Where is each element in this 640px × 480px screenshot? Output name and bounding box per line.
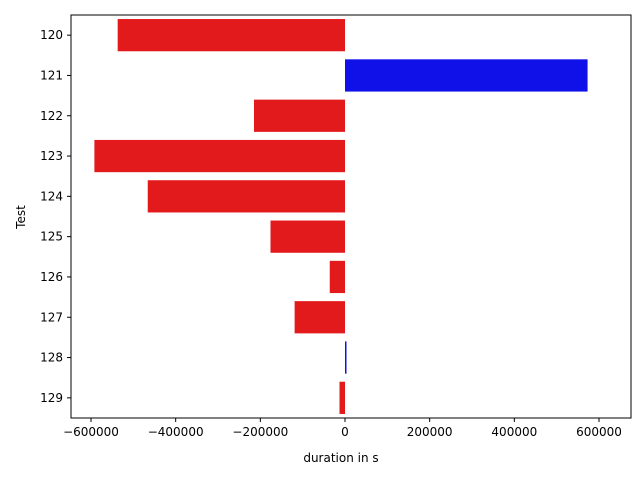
x-axis-ticks: −600000 −400000 −200000 0 200000 400000 600000	[63, 418, 622, 439]
bar-test-126	[329, 260, 345, 294]
bars-group	[94, 19, 588, 414]
x-tick-label: 200000	[407, 425, 453, 439]
y-tick-label: 128	[40, 351, 63, 365]
bar-test-124	[147, 180, 345, 213]
y-tick-label: 129	[40, 391, 63, 405]
x-axis-label: duration in s	[303, 451, 378, 465]
y-tick-label: 125	[40, 230, 63, 244]
y-tick-label: 121	[40, 68, 63, 82]
x-tick-label: 0	[341, 425, 349, 439]
bar-test-120	[117, 19, 345, 52]
x-tick-label: 600000	[576, 425, 622, 439]
x-tick-label: −600000	[63, 425, 119, 439]
bar-test-129	[339, 381, 345, 414]
bar-test-125	[270, 220, 345, 253]
y-tick-label: 120	[40, 28, 63, 42]
y-tick-label: 122	[40, 109, 63, 123]
x-tick-label: −200000	[232, 425, 288, 439]
x-tick-label: 400000	[491, 425, 537, 439]
bar-test-123	[94, 139, 346, 173]
bar-test-127	[294, 301, 345, 334]
y-axis-label: Test	[14, 205, 28, 230]
y-axis-ticks: 120 121 122 123 124 125 126 127 128 129	[40, 28, 71, 405]
plot-frame	[70, 14, 632, 419]
y-tick-label: 127	[40, 310, 63, 324]
y-tick-label: 126	[40, 270, 63, 284]
bar-test-128	[345, 341, 347, 374]
bar-test-121	[345, 59, 588, 92]
y-tick-label: 123	[40, 149, 63, 163]
y-tick-label: 124	[40, 189, 63, 203]
bar-test-122	[253, 99, 345, 132]
x-tick-label: −400000	[148, 425, 204, 439]
